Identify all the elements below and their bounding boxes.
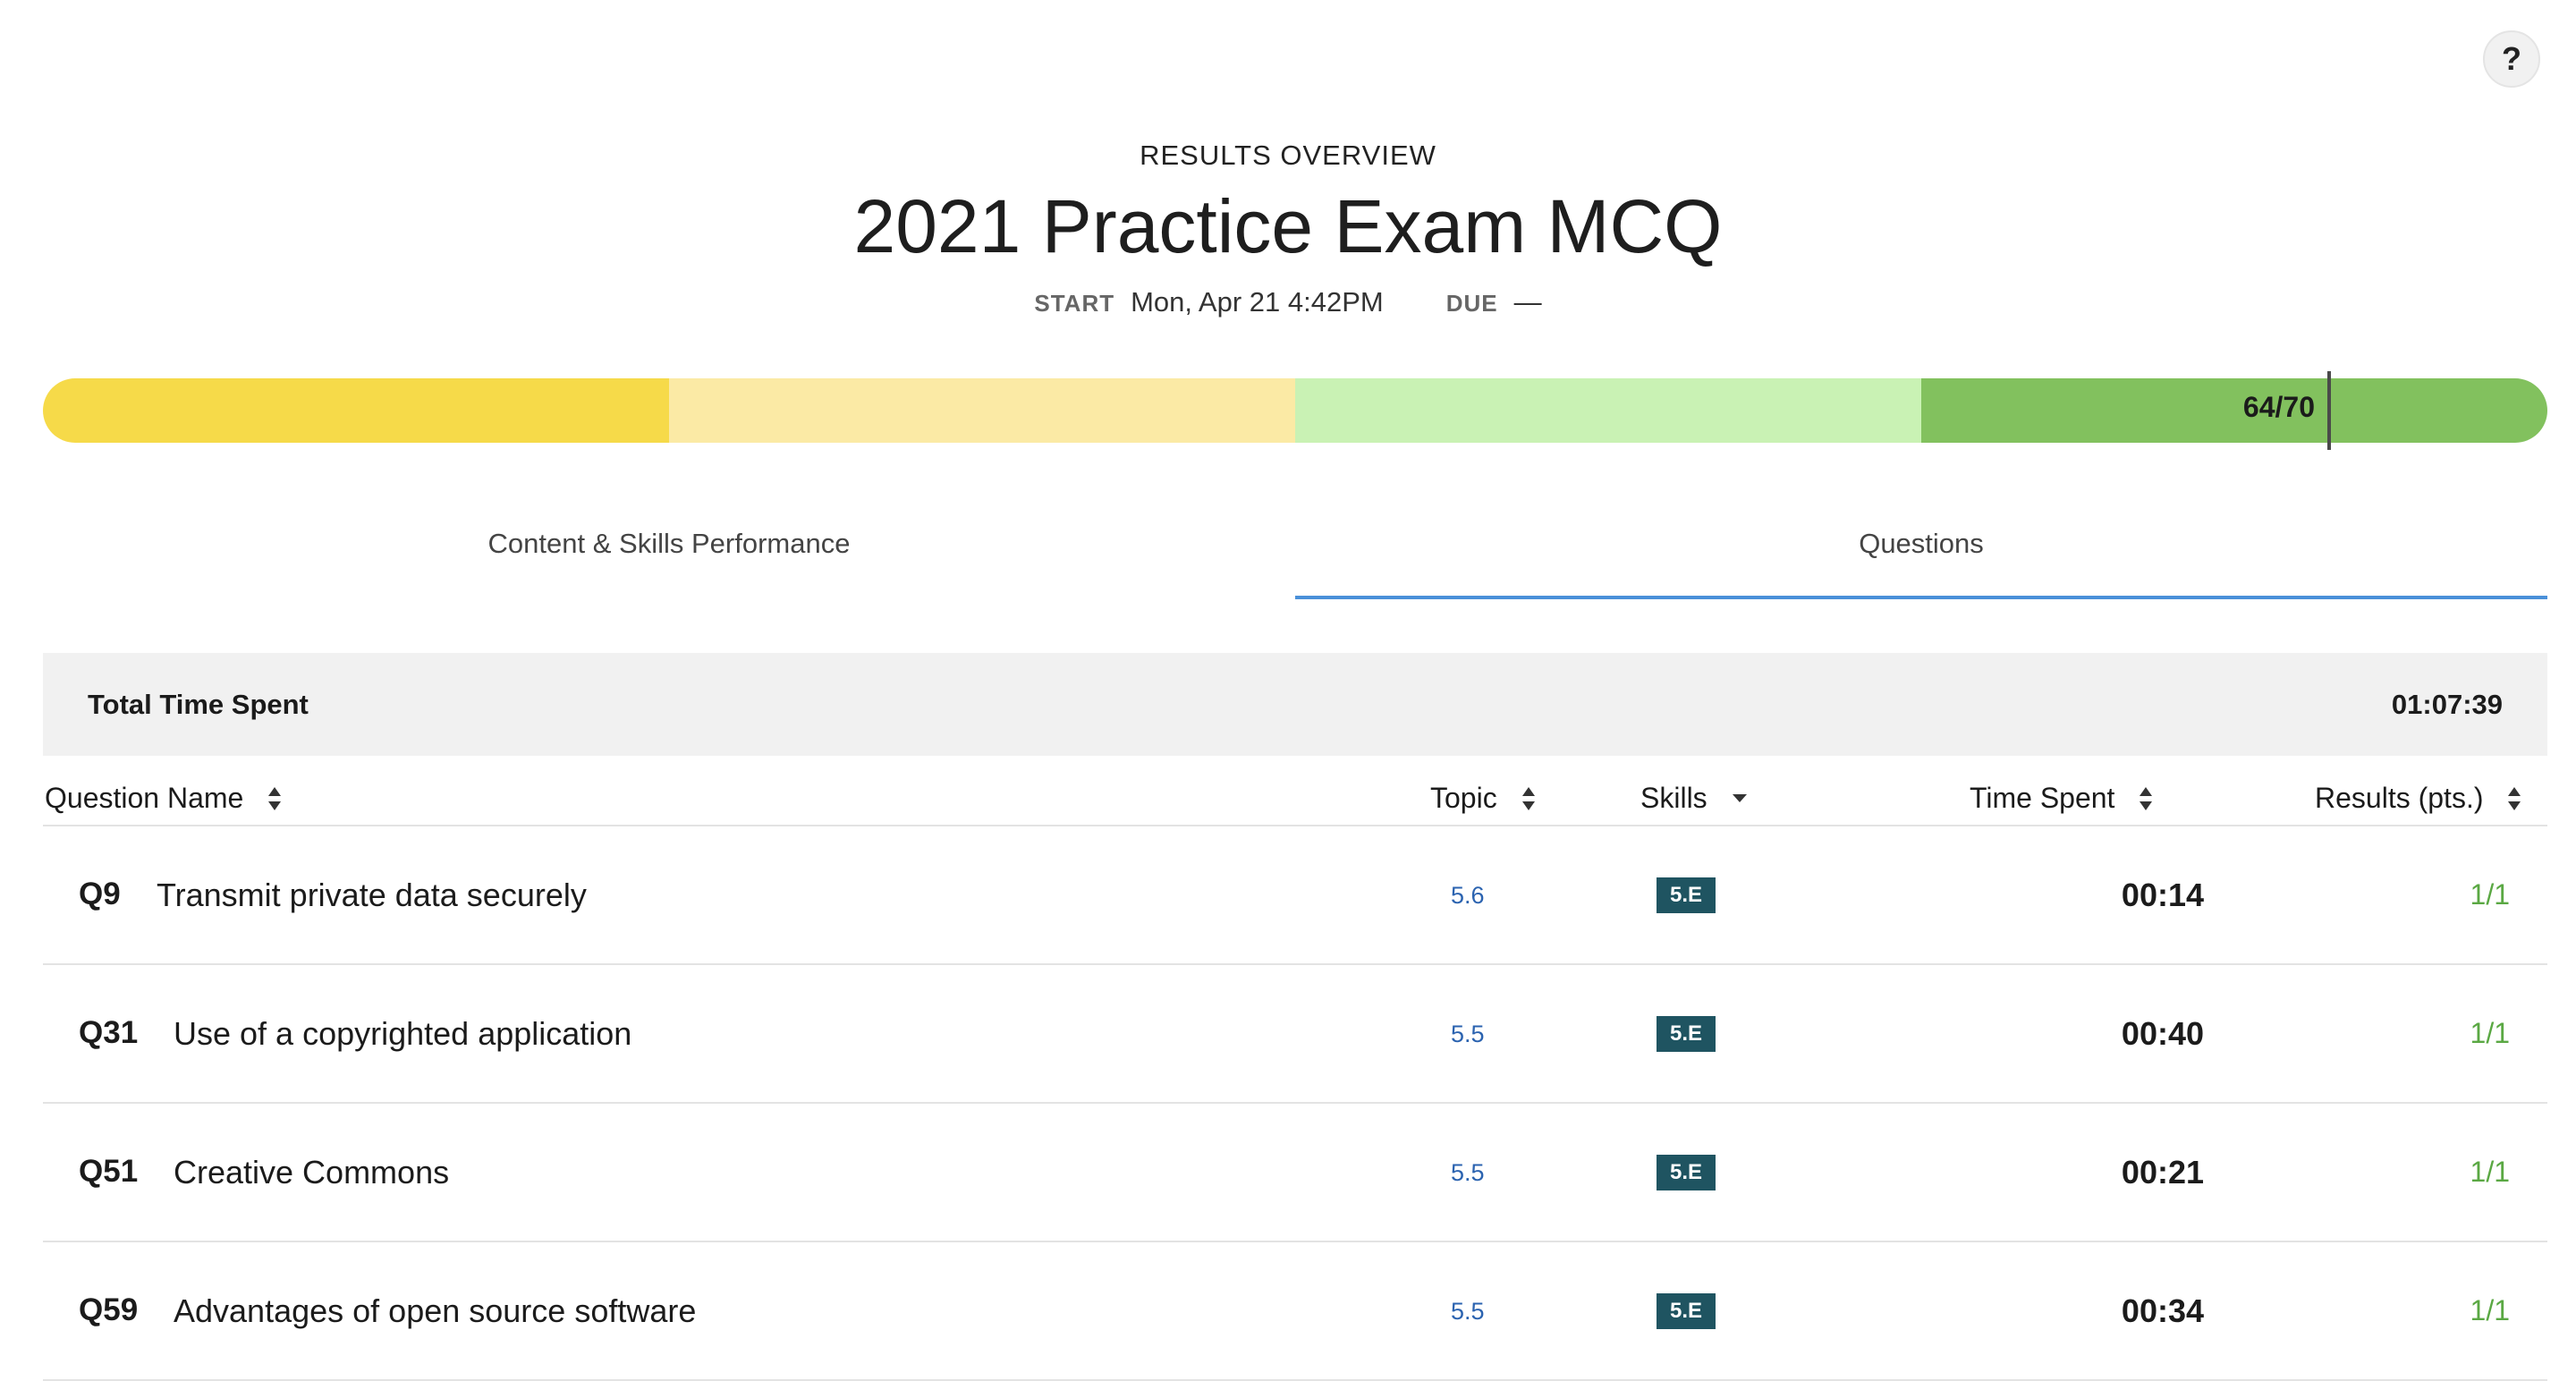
question-result: 1/1 [2470,1294,2510,1326]
question-name[interactable]: Advantages of open source software [174,1292,697,1329]
score-segment-2 [669,378,1295,443]
topic-link[interactable]: 5.5 [1451,1298,1485,1325]
tab-content-skills[interactable]: Content & Skills Performance [487,528,851,559]
skill-badge: 5.E [1657,877,1716,913]
column-time-spent[interactable]: Time Spent [1970,782,2153,815]
column-topic-label: Topic [1430,782,1497,814]
results-tabs: Content & Skills Performance Questions [43,501,2547,599]
column-skills-label: Skills [1640,782,1707,814]
column-results[interactable]: Results (pts.) [2315,782,2521,815]
score-segment-3 [1295,378,1921,443]
results-header: RESULTS OVERVIEW 2021 Practice Exam MCQ [0,134,2576,275]
score-label: 64/70 [2242,391,2315,423]
chevron-down-icon [1732,794,1747,802]
question-result: 1/1 [2470,1156,2510,1188]
topic-link[interactable]: 5.6 [1451,882,1485,909]
total-time-value: 01:07:39 [2391,688,2503,720]
column-skills[interactable]: Skills [1640,782,1747,815]
topic-link[interactable]: 5.5 [1451,1021,1485,1047]
score-marker [2327,371,2331,450]
table-header: Question Name Topic Skills Time Spent Re… [43,767,2547,826]
skill-badge: 5.E [1657,1016,1716,1052]
question-name[interactable]: Creative Commons [174,1154,450,1190]
due-value: — [1513,286,1542,318]
total-time-label: Total Time Spent [88,688,309,720]
start-label: START [1034,290,1115,317]
topic-link[interactable]: 5.5 [1451,1159,1485,1186]
help-button[interactable]: ? [2483,30,2540,88]
table-row[interactable]: Q9 Transmit private data securely 5.6 5.… [43,826,2547,965]
time-spent: 00:21 [2121,1154,2204,1190]
table-row[interactable]: Q59 Advantages of open source software 5… [43,1242,2547,1381]
question-number: Q59 [79,1292,139,1327]
score-progress-bar [43,378,2547,443]
sort-icon [2508,786,2521,810]
start-value: Mon, Apr 21 4:42PM [1131,286,1384,318]
question-number: Q51 [79,1154,139,1189]
table-row[interactable]: Q51 Creative Commons 5.5 5.E 00:21 1/1 [43,1104,2547,1242]
sort-icon [2140,786,2153,810]
tab-questions[interactable]: Questions [1295,501,2547,599]
sort-icon [268,786,282,810]
column-question-name[interactable]: Question Name [45,782,282,815]
table-row[interactable]: Q31 Use of a copyrighted application 5.5… [43,965,2547,1104]
time-spent: 00:34 [2121,1292,2204,1329]
exam-meta: START Mon, Apr 21 4:42PM DUE — [0,286,2576,318]
time-spent: 00:14 [2121,877,2204,913]
column-time-spent-label: Time Spent [1970,782,2115,814]
skill-badge: 5.E [1657,1155,1716,1190]
question-result: 1/1 [2470,1017,2510,1049]
page-title: 2021 Practice Exam MCQ [853,184,1723,268]
column-results-label: Results (pts.) [2315,782,2484,814]
column-question-name-label: Question Name [45,782,244,814]
sort-icon [1521,786,1535,810]
total-time-row: Total Time Spent 01:07:39 [43,653,2547,756]
column-topic[interactable]: Topic [1430,782,1535,815]
score-segment-1 [43,378,669,443]
question-name[interactable]: Use of a copyrighted application [174,1015,632,1052]
skill-badge: 5.E [1657,1293,1716,1329]
score-segment-4 [1921,378,2547,443]
question-result: 1/1 [2470,878,2510,911]
question-name[interactable]: Transmit private data securely [157,877,587,913]
time-spent: 00:40 [2121,1015,2204,1052]
question-number: Q9 [79,877,121,911]
questions-table: Q9 Transmit private data securely 5.6 5.… [43,826,2547,1381]
due-label: DUE [1445,290,1498,317]
page-overline: RESULTS OVERVIEW [1140,140,1436,171]
question-number: Q31 [79,1015,139,1050]
